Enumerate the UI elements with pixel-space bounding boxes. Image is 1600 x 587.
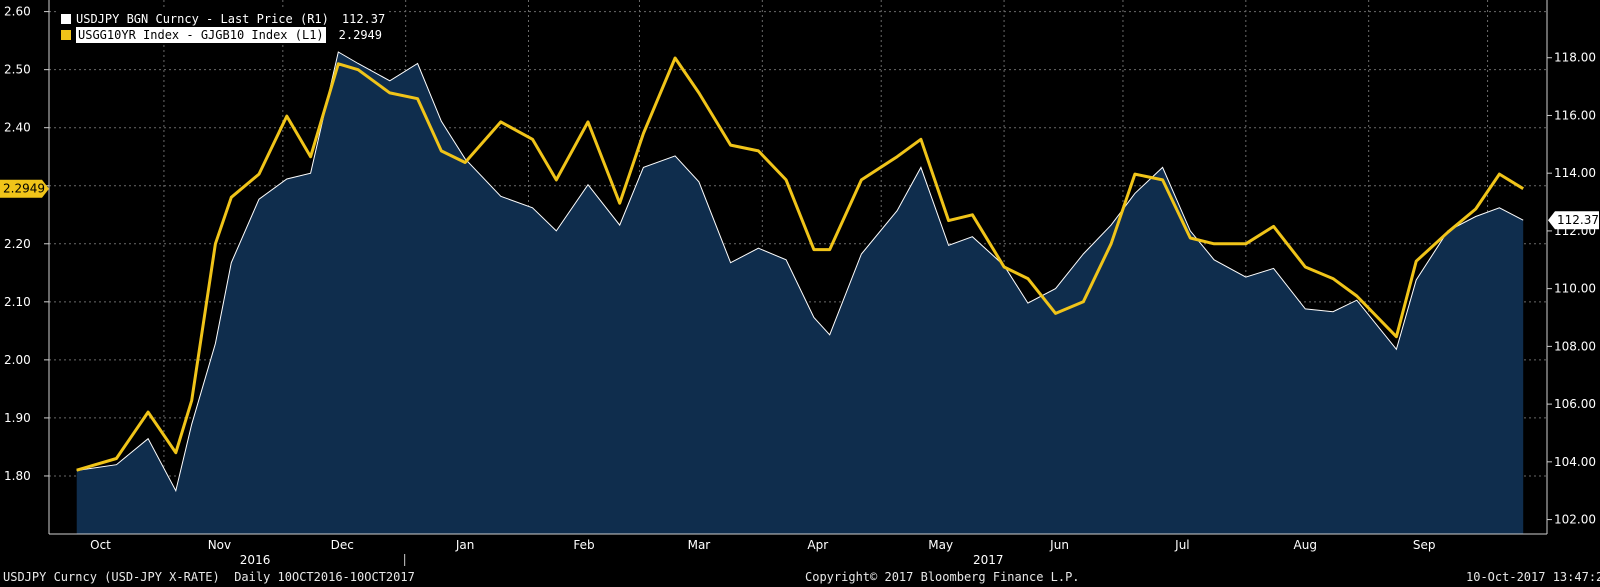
left-tick-label-3: 2.10 bbox=[4, 295, 31, 309]
left-tick-label-2: 2.00 bbox=[4, 353, 31, 367]
right-tick-label-0: 102.00 bbox=[1554, 513, 1596, 527]
right-tick-label-1: 104.00 bbox=[1554, 455, 1596, 469]
x-tick-label-jan: Jan bbox=[455, 538, 475, 552]
left-tick-label-8: 2.60 bbox=[4, 5, 31, 19]
right-tick-label-2: 106.00 bbox=[1554, 397, 1596, 411]
year-label-2016: 2016 bbox=[240, 553, 271, 567]
x-tick-label-apr: Apr bbox=[807, 538, 828, 552]
right-tick-label-7: 116.00 bbox=[1554, 108, 1596, 122]
x-tick-label-dec: Dec bbox=[331, 538, 354, 552]
left-tick-label-6: 2.40 bbox=[4, 121, 31, 135]
x-tick-label-may: May bbox=[928, 538, 953, 552]
right-tick-label-6: 114.00 bbox=[1554, 166, 1596, 180]
last-price-marker-right bbox=[1548, 211, 1599, 230]
left-tick-label-7: 2.50 bbox=[4, 63, 31, 77]
usdjpy-line bbox=[76, 51, 1524, 493]
legend: USDJPY BGN Curncy - Last Price (R1) 112.… bbox=[57, 10, 390, 44]
legend-swatch-usdjpy bbox=[61, 14, 71, 24]
legend-item-usdjpy: USDJPY BGN Curncy - Last Price (R1) 112.… bbox=[61, 11, 385, 27]
legend-label-usdjpy: USDJPY BGN Curncy - Last Price (R1) bbox=[76, 12, 329, 26]
usdjpy-area bbox=[76, 52, 1524, 534]
legend-item-spread: USGG10YR Index - GJGB10 Index (L1) 2.294… bbox=[61, 27, 385, 43]
last-price-marker-left-text: 2.2949 bbox=[3, 182, 45, 196]
right-tick-label-4: 110.00 bbox=[1554, 282, 1596, 296]
x-tick-label-oct: Oct bbox=[90, 538, 111, 552]
legend-value-spread: 2.2949 bbox=[338, 28, 382, 42]
left-tick-label-4: 2.20 bbox=[4, 237, 31, 251]
footer: USDJPY Curncy (USD-JPY X-RATE) Daily 10O… bbox=[0, 568, 1600, 587]
right-tick-label-3: 108.00 bbox=[1554, 339, 1596, 353]
left-tick-label-0: 1.80 bbox=[4, 469, 31, 483]
left-tick-label-1: 1.90 bbox=[4, 411, 31, 425]
last-price-marker-right-text: 112.37 bbox=[1557, 213, 1599, 227]
year-label-2017: 2017 bbox=[973, 553, 1004, 567]
x-tick-label-mar: Mar bbox=[688, 538, 711, 552]
legend-swatch-spread bbox=[61, 30, 71, 40]
spread-line bbox=[76, 56, 1524, 472]
x-tick-label-sep: Sep bbox=[1413, 538, 1436, 552]
legend-value-usdjpy: 112.37 bbox=[341, 12, 386, 26]
x-tick-label-nov: Nov bbox=[208, 538, 231, 552]
x-tick-label-jun: Jun bbox=[1049, 538, 1069, 552]
legend-label-spread: USGG10YR Index - GJGB10 Index (L1) bbox=[76, 27, 326, 43]
footer-timestamp: 10-Oct-2017 13:47:20 bbox=[1466, 570, 1600, 584]
footer-copyright: Copyright© 2017 Bloomberg Finance L.P. bbox=[805, 570, 1080, 584]
x-tick-label-aug: Aug bbox=[1294, 538, 1317, 552]
x-tick-label-jul: Jul bbox=[1174, 538, 1189, 552]
last-price-marker-left bbox=[0, 179, 49, 198]
footer-security-info: USDJPY Curncy (USD-JPY X-RATE) Daily 10O… bbox=[3, 570, 415, 584]
right-tick-label-8: 118.00 bbox=[1554, 51, 1596, 65]
x-tick-label-feb: Feb bbox=[573, 538, 594, 552]
